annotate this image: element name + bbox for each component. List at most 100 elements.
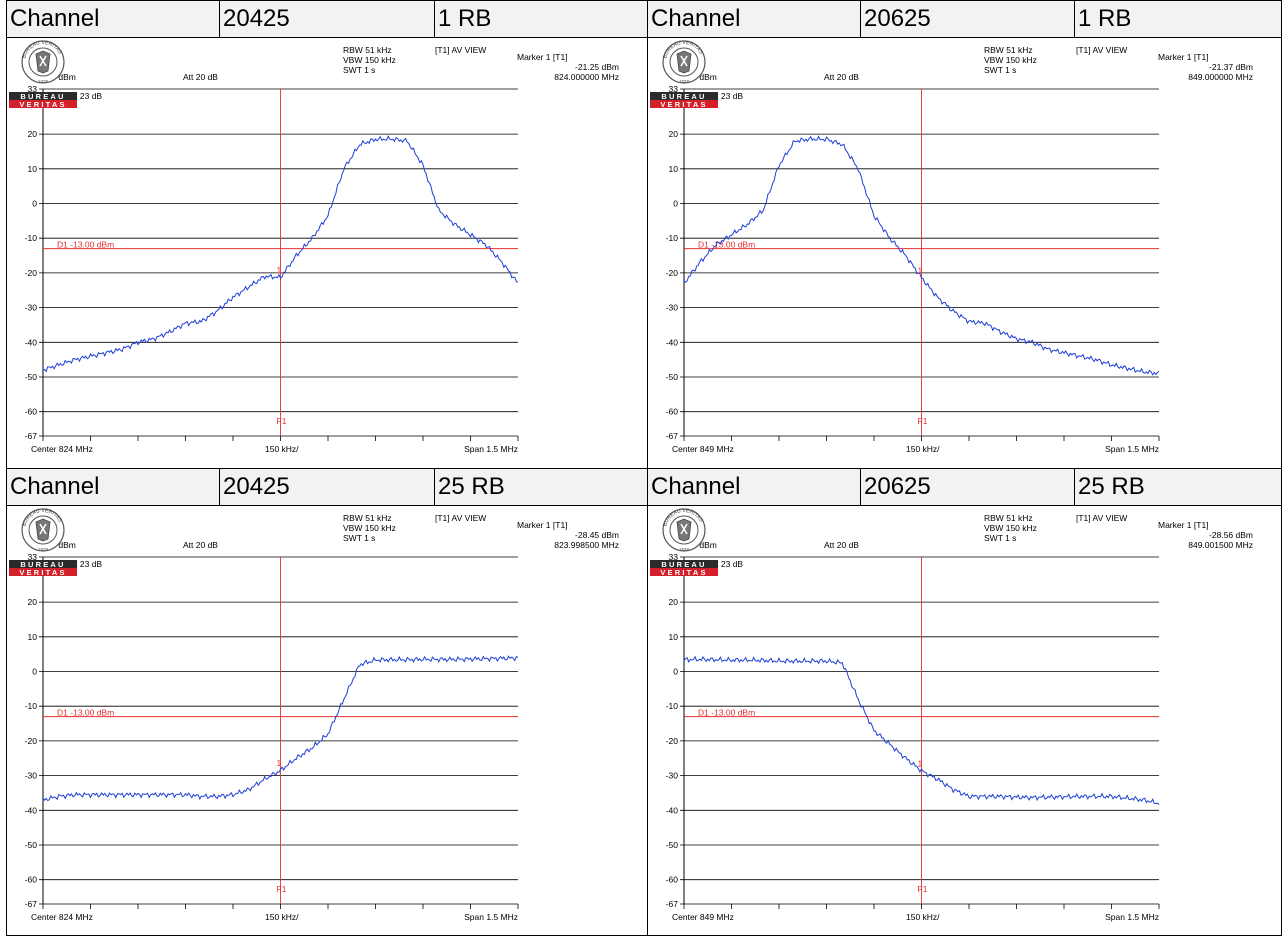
- y-tick-label: -67: [666, 431, 679, 441]
- logo-word-bureau: BUREAU: [661, 92, 706, 101]
- spectrum-plot-panel: 33 20 10 0 -10 -20 -30 -40 -50 -60 -67 D1 -13.00 dB…: [647, 505, 1282, 936]
- y-tick-label: 0: [32, 667, 37, 677]
- channel-label: Channel: [651, 5, 741, 32]
- marker-title: Marker 1 [T1]: [1158, 52, 1209, 62]
- channel-number: 20425: [219, 1, 434, 37]
- logo-word-veritas: VERITAS: [660, 100, 707, 109]
- spectrum-chart: 33 20 10 0 -10 -20 -30 -40 -50 -60 -67 D1 -13.00 dB…: [666, 540, 1160, 922]
- y-tick-label: -60: [666, 875, 679, 885]
- logo-word-bureau: BUREAU: [20, 560, 65, 569]
- y-tick-label: -10: [666, 233, 679, 243]
- y-tick-label: -67: [666, 899, 679, 909]
- marker-frequency: 849.001500 MHz: [1188, 540, 1253, 550]
- f1-label: F1: [918, 416, 928, 426]
- span-label: Span 1.5 MHz: [1105, 444, 1159, 454]
- y-tick-label: -50: [25, 372, 38, 382]
- logo-word-veritas: VERITAS: [19, 568, 66, 577]
- y-tick-label: -60: [666, 407, 679, 417]
- rbw-label: RBW 51 kHz: [984, 45, 1033, 55]
- frequency-division-label: 150 kHz/: [906, 912, 940, 922]
- y-tick-label: 0: [673, 199, 678, 209]
- channel-label: Channel: [651, 473, 741, 500]
- limit-line-label: D1 -13.00 dBm: [698, 708, 755, 718]
- y-tick-label: -50: [666, 372, 679, 382]
- trace-mode-label: [T1] AV VIEW: [1076, 45, 1128, 55]
- y-tick-label: 10: [28, 164, 38, 174]
- y-tick-label: 0: [32, 199, 37, 209]
- y-tick-label: 20: [669, 129, 679, 139]
- trace-mode-label: [T1] AV VIEW: [435, 45, 487, 55]
- spectrum-plot-panel: 33 20 10 0 -10 -20 -30 -40 -50 -60 -67 D1 -13.00 dB…: [647, 37, 1282, 469]
- y-tick-label: -40: [25, 337, 38, 347]
- y-tick-label: -40: [25, 805, 38, 815]
- spectrum-plot-panel: 33 20 10 0 -10 -20 -30 -40 -50 -60 -67 D1 -13.00 dB…: [6, 505, 648, 936]
- logo-year: 1828: [38, 79, 49, 84]
- resource-block-count: 1 RB: [434, 1, 649, 37]
- spectrum-trace: [42, 135, 519, 373]
- offset-label: Offset 23 dB: [55, 91, 102, 101]
- marker-title: Marker 1 [T1]: [517, 520, 568, 530]
- channel-number: 20625: [860, 1, 1074, 37]
- attenuation-label: Att 20 dB: [183, 72, 218, 82]
- marker-point-label: 1: [918, 266, 923, 276]
- spectrum-trace: [683, 655, 1160, 805]
- channel-label: Channel: [10, 473, 100, 500]
- marker-title: Marker 1 [T1]: [1158, 520, 1209, 530]
- y-tick-label: -40: [666, 337, 679, 347]
- y-tick-label: -10: [25, 701, 38, 711]
- y-tick-label: 10: [669, 164, 679, 174]
- marker-level: -21.25 dBm: [575, 62, 619, 72]
- limit-line-label: D1 -13.00 dBm: [57, 240, 114, 250]
- y-tick-label: 0: [673, 667, 678, 677]
- f1-label: F1: [277, 884, 287, 894]
- spectrum-chart: 33 20 10 0 -10 -20 -30 -40 -50 -60 -67 D1 -13.00 dB…: [666, 72, 1160, 454]
- attenuation-label: Att 20 dB: [824, 72, 859, 82]
- f1-label: F1: [277, 416, 287, 426]
- trace-mode-label: [T1] AV VIEW: [1076, 513, 1128, 523]
- y-tick-label: 10: [669, 632, 679, 642]
- y-tick-label: -30: [666, 771, 679, 781]
- center-frequency-label: Center 824 MHz: [31, 912, 93, 922]
- y-tick-label: 20: [28, 597, 38, 607]
- y-tick-label: -40: [666, 805, 679, 815]
- channel-number: 20625: [860, 469, 1074, 505]
- f1-label: F1: [918, 884, 928, 894]
- y-tick-label: -20: [666, 736, 679, 746]
- spectrum-trace: [42, 655, 519, 802]
- attenuation-label: Att 20 dB: [824, 540, 859, 550]
- y-tick-label: -50: [666, 840, 679, 850]
- logo-word-bureau: BUREAU: [20, 92, 65, 101]
- span-label: Span 1.5 MHz: [1105, 912, 1159, 922]
- y-tick-label: -20: [25, 736, 38, 746]
- y-tick-label: -67: [25, 899, 38, 909]
- swt-label: SWT 1 s: [984, 65, 1017, 75]
- rbw-label: RBW 51 kHz: [984, 513, 1033, 523]
- logo-year: 1828: [38, 547, 49, 552]
- trace-mode-label: [T1] AV VIEW: [435, 513, 487, 523]
- center-frequency-label: Center 849 MHz: [672, 444, 734, 454]
- resource-block-count: 25 RB: [1074, 469, 1282, 505]
- y-tick-label: -60: [25, 875, 38, 885]
- attenuation-label: Att 20 dB: [183, 540, 218, 550]
- y-tick-label: -30: [666, 303, 679, 313]
- spectrum-trace: [683, 135, 1160, 376]
- swt-label: SWT 1 s: [343, 65, 376, 75]
- y-tick-label: -20: [666, 268, 679, 278]
- y-tick-label: 33: [28, 84, 38, 94]
- marker-level: -21.37 dBm: [1209, 62, 1253, 72]
- logo-word-veritas: VERITAS: [660, 568, 707, 577]
- marker-level: -28.45 dBm: [575, 530, 619, 540]
- y-tick-label: -67: [25, 431, 38, 441]
- panel-header-3: Channel 20625 25 RB: [647, 468, 1282, 506]
- center-frequency-label: Center 824 MHz: [31, 444, 93, 454]
- channel-label: Channel: [10, 5, 100, 32]
- y-tick-label: -10: [25, 233, 38, 243]
- y-tick-label: -30: [25, 303, 38, 313]
- y-tick-label: -50: [25, 840, 38, 850]
- y-tick-label: -30: [25, 771, 38, 781]
- marker-point-label: 1: [277, 265, 282, 275]
- y-tick-label: 10: [28, 632, 38, 642]
- marker-level: -28.56 dBm: [1209, 530, 1253, 540]
